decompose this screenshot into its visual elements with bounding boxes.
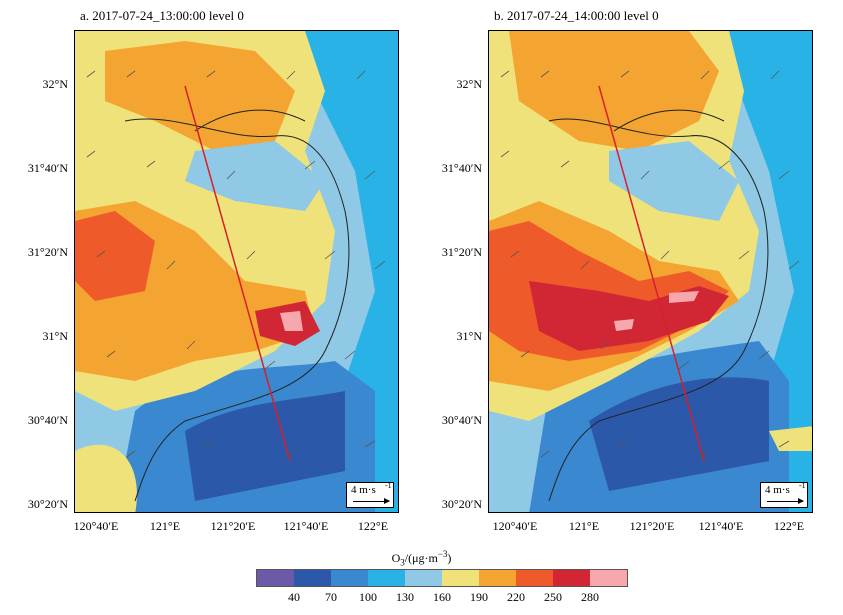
x-label-a-4: 122°E	[357, 519, 389, 533]
colorbar-segment	[516, 570, 553, 586]
y-label-a-5: 30°20′N	[27, 497, 68, 511]
wind-scale-label-b: 4 m·s	[765, 484, 790, 496]
colorbar-tick-label: 70	[325, 590, 337, 604]
y-label-b-3: 31°N	[456, 329, 482, 343]
colorbar-segment	[331, 570, 368, 586]
section-line-b	[598, 85, 705, 462]
wind-scale-arrow-b	[767, 498, 804, 504]
x-label-a-3: 121°40′E	[283, 519, 329, 533]
colorbar-segment	[590, 570, 627, 586]
colorbar-tick-label: 100	[359, 590, 377, 604]
y-label-b-4: 30°40′N	[441, 413, 482, 427]
x-label-b-4: 122°E	[773, 519, 805, 533]
colorbar-segment	[553, 570, 590, 586]
colorbar-segment	[257, 570, 294, 586]
y-label-b-0: 32°N	[456, 77, 482, 91]
colorbar	[256, 569, 628, 587]
map-panel-a: 4 m·s -1	[74, 30, 399, 513]
colorbar-tick-label: 220	[507, 590, 525, 604]
section-line-a	[184, 85, 291, 462]
wind-scale-label-a: 4 m·s	[351, 484, 376, 496]
y-label-a-1: 31°40′N	[27, 161, 68, 175]
x-label-a-0: 120°40′E	[73, 519, 119, 533]
y-label-a-3: 31°N	[42, 329, 68, 343]
x-label-b-2: 121°20′E	[629, 519, 675, 533]
colorbar-tick-label: 250	[544, 590, 562, 604]
map-panel-b: 4 m·s -1	[488, 30, 813, 513]
colorbar-title: O3/(μg·m−3)	[391, 549, 452, 568]
wind-scale-legend-a: 4 m·s -1	[346, 481, 394, 508]
panel-a-title: a. 2017-07-24_13:00:00 level 0	[80, 8, 244, 23]
ozone-field-a	[75, 31, 398, 512]
x-label-b-1: 121°E	[568, 519, 600, 533]
wind-scale-legend-b: 4 m·s -1	[760, 481, 808, 508]
y-label-a-0: 32°N	[42, 77, 68, 91]
colorbar-tick-label: 280	[581, 590, 599, 604]
colorbar-tick-label: 190	[470, 590, 488, 604]
y-label-a-2: 31°20′N	[27, 245, 68, 259]
x-label-a-2: 121°20′E	[210, 519, 256, 533]
y-label-b-1: 31°40′N	[441, 161, 482, 175]
y-label-b-2: 31°20′N	[441, 245, 482, 259]
y-label-b-5: 30°20′N	[441, 497, 482, 511]
colorbar-segment	[442, 570, 479, 586]
panel-b-title: b. 2017-07-24_14:00:00 level 0	[494, 8, 659, 23]
colorbar-tick-label: 130	[396, 590, 414, 604]
y-label-a-4: 30°40′N	[27, 413, 68, 427]
x-label-b-3: 121°40′E	[698, 519, 744, 533]
ozone-field-b	[489, 31, 812, 512]
colorbar-segment	[405, 570, 442, 586]
colorbar-tick-label: 160	[433, 590, 451, 604]
x-label-a-1: 121°E	[149, 519, 181, 533]
colorbar-tick-label: 40	[288, 590, 300, 604]
colorbar-segment	[368, 570, 405, 586]
colorbar-segment	[479, 570, 516, 586]
wind-scale-arrow-a	[353, 498, 390, 504]
colorbar-segment	[294, 570, 331, 586]
x-label-b-0: 120°40′E	[492, 519, 538, 533]
